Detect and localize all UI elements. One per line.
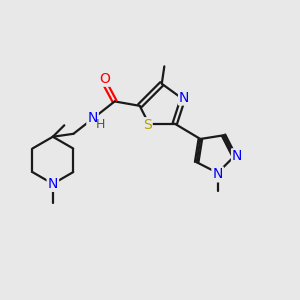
Text: H: H — [96, 118, 105, 130]
Text: S: S — [143, 118, 152, 132]
Text: N: N — [179, 91, 189, 104]
Text: N: N — [48, 177, 58, 191]
Text: N: N — [87, 111, 98, 125]
Text: N: N — [232, 149, 242, 163]
Text: N: N — [212, 167, 223, 182]
Text: O: O — [99, 72, 110, 86]
